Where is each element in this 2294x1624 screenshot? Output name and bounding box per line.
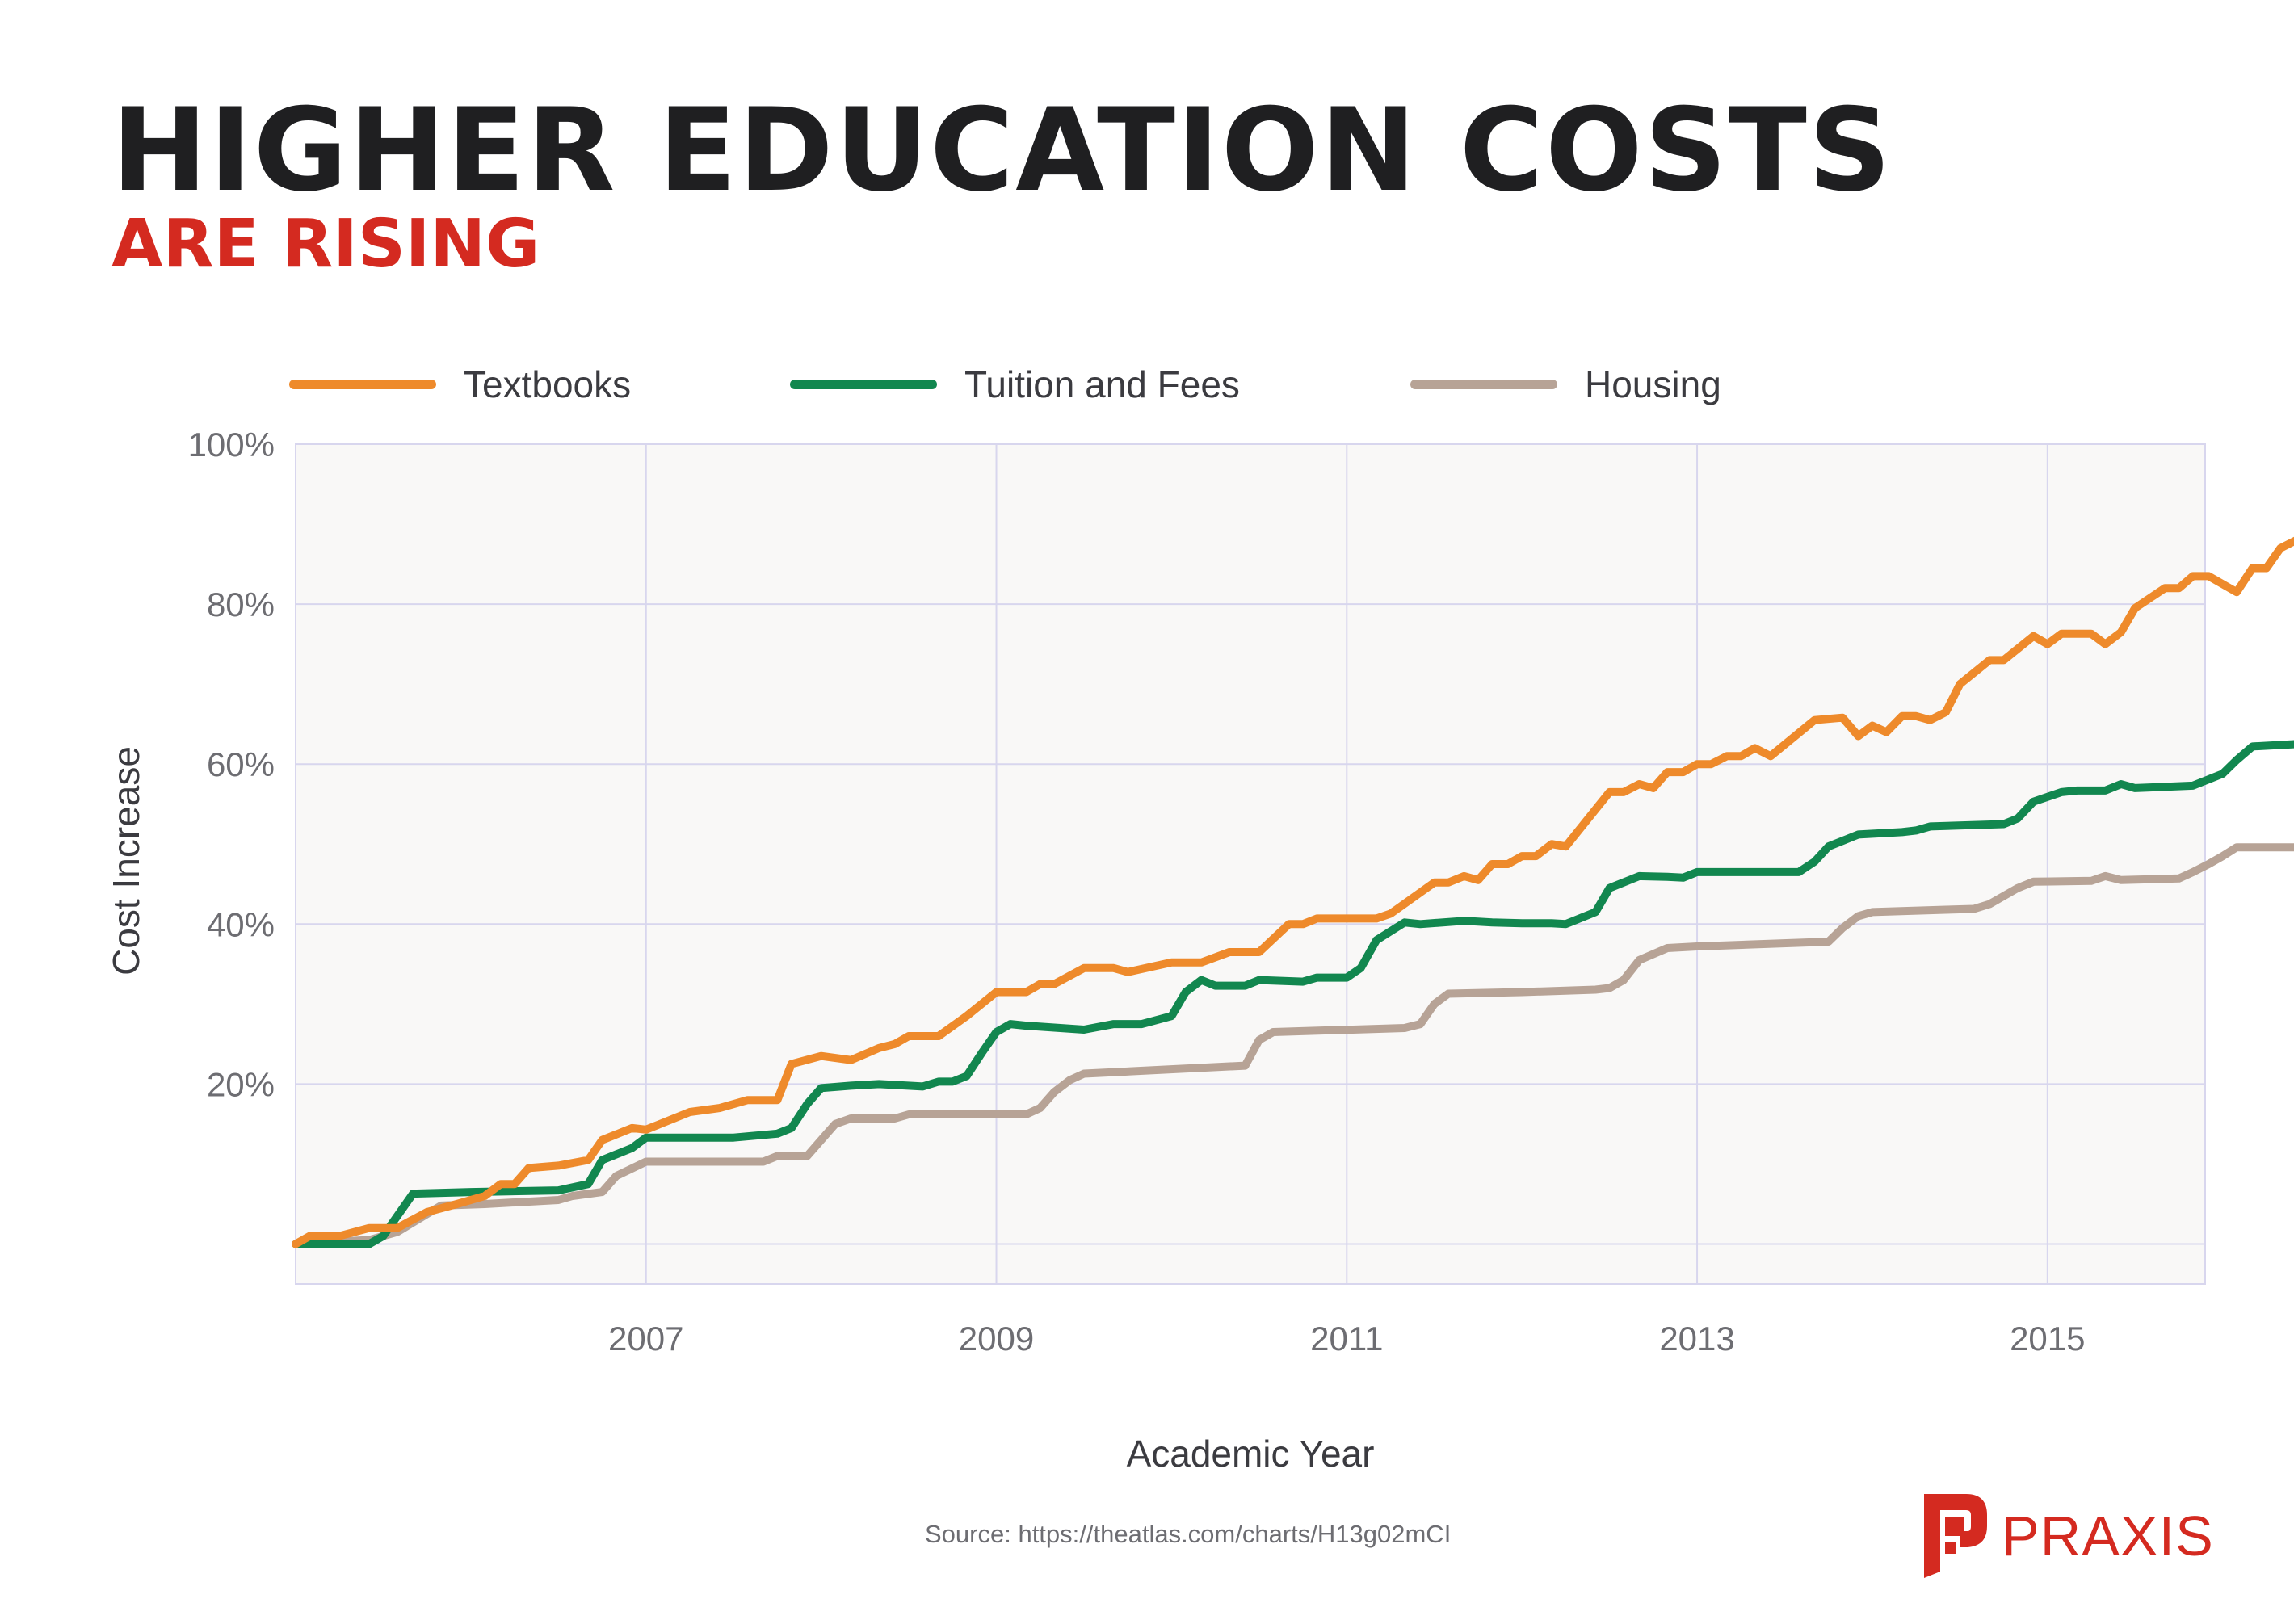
x-tick-label: 2013 — [1659, 1320, 1734, 1358]
x-tick-label: 2011 — [1310, 1320, 1383, 1358]
gridlines — [296, 443, 2205, 1284]
praxis-logo-icon — [1924, 1494, 1987, 1578]
page-subtitle: ARE RISING — [111, 206, 540, 283]
x-tick-label: 2015 — [2010, 1320, 2085, 1358]
legend-label-housing: Housing — [1585, 363, 1721, 405]
x-tick-label: 2007 — [608, 1320, 683, 1358]
series-lines — [292, 536, 2294, 1248]
x-tick-label: 2009 — [959, 1320, 1034, 1358]
series-line-tuition-and-fees — [292, 740, 2294, 1248]
page-title: HIGHER EDUCATION COSTS — [111, 84, 1893, 217]
series-line-housing — [292, 843, 2294, 1248]
source-note: Source: https://theatlas.com/charts/H13g… — [925, 1520, 1452, 1548]
legend-label-textbooks: Textbooks — [464, 363, 631, 405]
axis-ticks: 20% 40% 60% 80% 100% 2007 2009 2011 2013 2015 — [188, 426, 2086, 1358]
y-axis-title: Cost Increase — [105, 746, 147, 976]
y-tick-label: 20% — [207, 1065, 275, 1103]
legend: Textbooks Tuition and Fees Housing — [289, 363, 1721, 405]
brand-name: PRAXIS — [2002, 1504, 2214, 1567]
x-axis-title: Academic Year — [1127, 1433, 1375, 1475]
y-tick-label: 100% — [188, 426, 275, 464]
y-tick-label: 60% — [207, 745, 275, 783]
y-tick-label: 80% — [207, 585, 275, 623]
legend-label-tuition: Tuition and Fees — [964, 363, 1240, 405]
y-tick-label: 40% — [207, 905, 275, 943]
series-line-textbooks — [292, 536, 2294, 1248]
brand-logo: PRAXIS — [1921, 1491, 2214, 1581]
